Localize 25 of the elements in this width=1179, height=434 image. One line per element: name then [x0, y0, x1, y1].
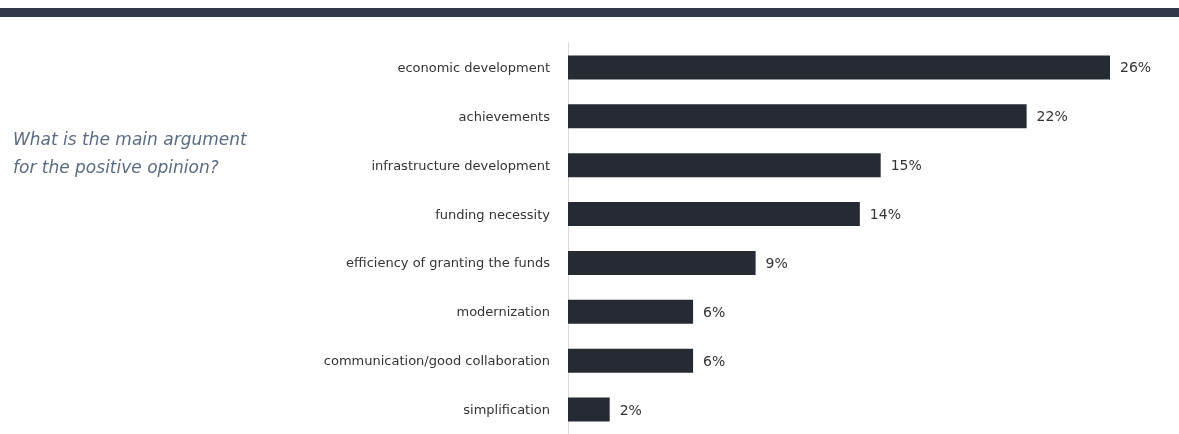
text: What is the main argument for the positive opinion? [13, 129, 248, 177]
data-label: 26% [1120, 59, 1152, 76]
y-tick-label: achievements [458, 108, 551, 124]
bar [568, 299, 694, 324]
bar [568, 55, 1110, 80]
y-tick-label: communication/good collaboration [323, 353, 550, 369]
bar [568, 397, 610, 422]
y-tick-label: simplification [463, 402, 550, 418]
bar [568, 153, 881, 178]
data-label: 15% [890, 157, 922, 174]
y-tick-label: efficiency of granting the funds [346, 255, 551, 271]
data-label: 22% [1036, 108, 1068, 125]
y-tick-label: modernization [456, 304, 550, 320]
y-tick-label: infrastructure development [371, 157, 550, 173]
data-label: 6% [703, 303, 726, 320]
bar [568, 104, 1027, 129]
y-tick-label: funding necessity [435, 206, 551, 222]
y-tick-label: economic development [397, 59, 550, 75]
data-label: 2% [619, 401, 642, 418]
bar [568, 348, 694, 373]
data-label: 9% [765, 254, 788, 271]
bar [568, 202, 860, 227]
bar [568, 250, 756, 275]
data-label: 6% [703, 352, 726, 369]
data-label: 14% [869, 206, 901, 223]
